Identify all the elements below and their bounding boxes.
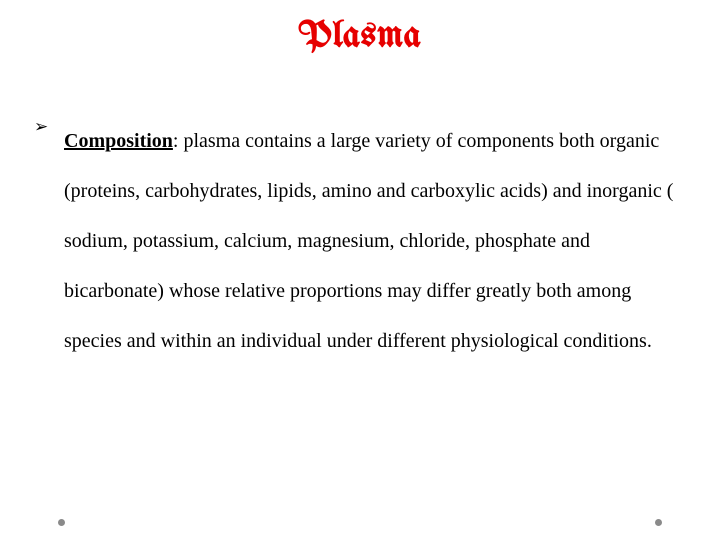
bullet-arrow-icon: ➢ (34, 118, 48, 135)
slide-title: Plasma (28, 18, 692, 56)
body-list: ➢ Composition: plasma contains a large v… (28, 116, 692, 366)
nav-dots (0, 519, 720, 526)
slide: Plasma ➢ Composition: plasma contains a … (0, 0, 720, 540)
composition-label: Composition (64, 130, 173, 152)
body-paragraph: Composition: plasma contains a large var… (64, 116, 692, 366)
list-item: ➢ Composition: plasma contains a large v… (28, 116, 692, 366)
nav-dot-next-icon[interactable] (655, 519, 662, 526)
composition-text: : plasma contains a large variety of com… (64, 130, 673, 352)
nav-dot-prev-icon[interactable] (58, 519, 65, 526)
